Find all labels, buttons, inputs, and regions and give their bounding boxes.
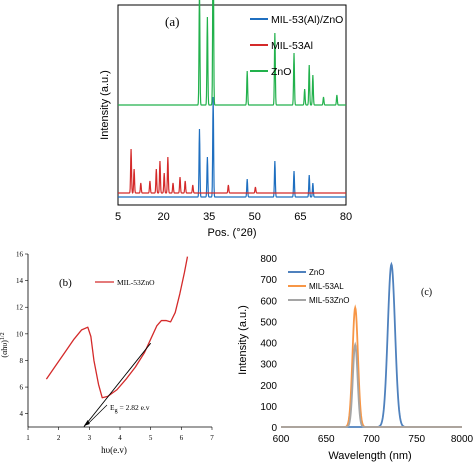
panel-c-label: (c) bbox=[421, 287, 432, 298]
y-tick-label-3: 10 bbox=[16, 330, 24, 338]
xrd-trace-0 bbox=[118, 96, 346, 198]
x-tick-label-3: 50 bbox=[249, 211, 261, 223]
y-tick-label-2: 8 bbox=[20, 357, 24, 365]
y-tick-label-0: 4 bbox=[20, 410, 24, 418]
x-tick-label-4: 65 bbox=[294, 211, 306, 223]
eg-symbol: E bbox=[110, 403, 115, 412]
legend-label-2: ZnO bbox=[271, 66, 291, 78]
xrd-trace-2 bbox=[118, 0, 346, 106]
panel-a-x-axis-label: Pos. (°2θ) bbox=[207, 227, 256, 239]
pl-trace-2 bbox=[281, 341, 462, 428]
x-tick-label-2: 35 bbox=[203, 211, 215, 223]
y-tick-label-4: 12 bbox=[16, 304, 24, 312]
x-tick-label-1: 20 bbox=[157, 211, 169, 223]
annotation-arrow bbox=[87, 404, 108, 425]
pl-trace-1 bbox=[281, 304, 462, 428]
x-tick-label-5: 80 bbox=[340, 211, 352, 223]
y-tick-label-2: 200 bbox=[260, 381, 277, 392]
panel-b-legend-label: MIL-53ZnO bbox=[117, 278, 155, 287]
x-tick-label-4: 8000 bbox=[451, 434, 474, 445]
x-tick-label-0: 5 bbox=[115, 211, 121, 223]
tauc-curve bbox=[45, 256, 189, 399]
x-tick-label-3: 4 bbox=[118, 434, 122, 442]
panel-a-legend: MIL-53(Al)/ZnO MIL-53Al ZnO bbox=[250, 14, 343, 78]
legend-label-1: MIL-53Al bbox=[271, 40, 313, 52]
y-tick-label-0: 0 bbox=[271, 423, 277, 434]
tangent-line bbox=[83, 342, 152, 428]
y-tick-label-1: 100 bbox=[260, 402, 277, 413]
panel-c-traces bbox=[281, 261, 462, 428]
eg-value: = 2.82 e.v bbox=[118, 403, 150, 412]
x-tick-label-4: 5 bbox=[149, 434, 153, 442]
x-tick-label-5: 6 bbox=[180, 434, 184, 442]
panel-b-x-axis-label: hυ(e.v) bbox=[101, 445, 127, 455]
panel-b-label: (b) bbox=[59, 277, 72, 289]
y-tick-label-5: 14 bbox=[16, 277, 24, 285]
y-tick-label-5: 500 bbox=[260, 317, 277, 328]
legend-label-0: MIL-53(Al)/ZnO bbox=[271, 14, 343, 26]
y-tick-label-1: 6 bbox=[20, 384, 24, 392]
panel-c-y-axis-label: Intensity (a.u.) bbox=[237, 305, 249, 375]
arrow-head bbox=[83, 420, 90, 426]
panel-a-y-axis-label: Intensity (a.u.) bbox=[99, 70, 111, 140]
x-tick-label-0: 1 bbox=[26, 434, 30, 442]
y-tick-label-7: 700 bbox=[260, 275, 277, 286]
panel-b-eg-annotation: Eg = 2.82 e.v bbox=[110, 403, 150, 414]
eg-subscript: g bbox=[115, 408, 118, 414]
x-tick-label-3: 750 bbox=[408, 434, 425, 445]
y-tick-label-6: 16 bbox=[16, 251, 24, 259]
panel-a-x-ticks: 5 20 35 50 65 80 bbox=[115, 211, 352, 223]
y-tick-label-6: 600 bbox=[260, 296, 277, 307]
y-tick-label-8: 800 bbox=[260, 254, 277, 265]
x-tick-label-1: 2 bbox=[57, 434, 61, 442]
panel-c-ticks: 0 100 200 300 400 500 600 700 800 600 650 700 750 800… bbox=[260, 254, 473, 445]
x-tick-label-2: 700 bbox=[363, 434, 380, 445]
panel-c-legend: ZnO MIL-53AL MIL-53ZnO bbox=[288, 268, 349, 305]
panel-b-traces bbox=[45, 256, 189, 428]
legend-label-0: ZnO bbox=[309, 268, 325, 277]
xrd-trace-1 bbox=[118, 148, 346, 194]
y-tick-label-4: 400 bbox=[260, 339, 277, 350]
legend-label-1: MIL-53AL bbox=[309, 282, 344, 291]
x-tick-label-0: 600 bbox=[273, 434, 290, 445]
panel-c-x-axis-label: Wavelength (nm) bbox=[328, 450, 411, 462]
x-tick-label-1: 650 bbox=[318, 434, 335, 445]
panel-a: (a) MIL-53(Al)/ZnO MIL-53Al ZnO 5 20 35 50 65 8… bbox=[99, 0, 352, 239]
x-tick-label-6: 7 bbox=[210, 434, 214, 442]
y-tick-label-3: 300 bbox=[260, 360, 277, 371]
legend-label-2: MIL-53ZnO bbox=[309, 296, 349, 305]
panel-a-traces bbox=[118, 0, 346, 198]
panel-a-label: (a) bbox=[165, 14, 179, 29]
panel-b-y-axis-label: (αhυ)1/2 bbox=[0, 332, 9, 357]
panel-c: 0 100 200 300 400 500 600 700 800 600 650 700 750 800… bbox=[237, 254, 474, 462]
x-tick-label-2: 3 bbox=[88, 434, 92, 442]
